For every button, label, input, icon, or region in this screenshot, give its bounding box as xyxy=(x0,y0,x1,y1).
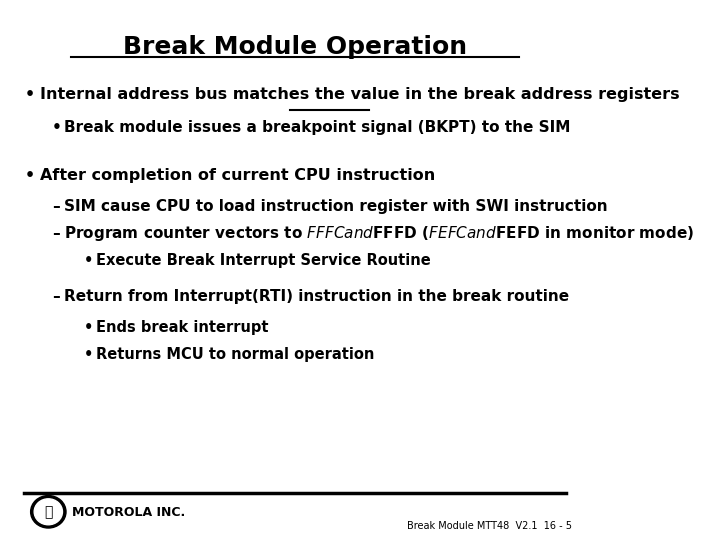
Circle shape xyxy=(31,496,66,528)
Text: –: – xyxy=(52,199,60,214)
Text: SIM cause CPU to load instruction register with SWI instruction: SIM cause CPU to load instruction regist… xyxy=(63,199,607,214)
Text: •: • xyxy=(25,168,35,183)
Text: Break Module Operation: Break Module Operation xyxy=(123,35,466,59)
Text: MOTOROLA INC.: MOTOROLA INC. xyxy=(72,506,185,519)
Text: Program counter vectors to $FFFC and $FFFD ($FEFC and $FEFD in monitor mode): Program counter vectors to $FFFC and $FF… xyxy=(63,224,694,243)
Circle shape xyxy=(34,499,63,525)
Text: Internal address bus matches the value in the break address registers: Internal address bus matches the value i… xyxy=(40,87,680,102)
Text: –: – xyxy=(52,226,60,241)
Text: Break module issues a breakpoint signal (BKPT) to the SIM: Break module issues a breakpoint signal … xyxy=(63,120,570,135)
Text: •: • xyxy=(52,120,62,135)
Text: After completion of current CPU instruction: After completion of current CPU instruct… xyxy=(40,168,435,183)
Text: •: • xyxy=(84,253,94,268)
Text: •: • xyxy=(84,347,94,362)
Text: •: • xyxy=(25,87,35,102)
Text: Ends break interrupt: Ends break interrupt xyxy=(96,320,268,335)
Text: Return from Interrupt(RTI) instruction in the break routine: Return from Interrupt(RTI) instruction i… xyxy=(63,289,569,304)
Text: –: – xyxy=(52,289,60,304)
Text: Execute Break Interrupt Service Routine: Execute Break Interrupt Service Routine xyxy=(96,253,431,268)
Text: Returns MCU to normal operation: Returns MCU to normal operation xyxy=(96,347,374,362)
Text: Break Module MTT48  V2.1  16 - 5: Break Module MTT48 V2.1 16 - 5 xyxy=(407,522,572,531)
Text: Ⓜ: Ⓜ xyxy=(44,505,53,519)
Text: •: • xyxy=(84,320,94,335)
